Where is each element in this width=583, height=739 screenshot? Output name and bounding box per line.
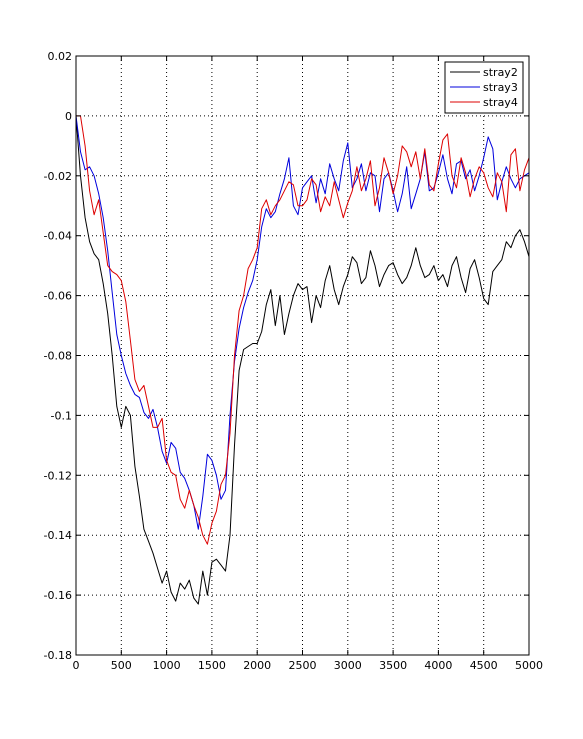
y-tick-label: 0 — [65, 110, 72, 123]
x-tick-labels: 0 500 1000 1500 2000 2500 3000 3500 4000 4500 5000 — [73, 659, 544, 672]
x-tick-label: 2500 — [289, 659, 317, 672]
y-tick-label: 0.02 — [48, 50, 73, 63]
x-tick-label: 0 — [73, 659, 80, 672]
x-tick-label: 5000 — [515, 659, 543, 672]
legend: stray2 stray3 stray4 — [444, 61, 524, 114]
axis-ticks — [75, 55, 530, 656]
x-tick-label: 3500 — [379, 659, 407, 672]
x-tick-label: 1500 — [198, 659, 226, 672]
y-tick-label: -0.12 — [44, 469, 72, 482]
x-tick-label: 500 — [111, 659, 132, 672]
y-tick-label: -0.08 — [44, 350, 72, 363]
x-tick-label: 3000 — [334, 659, 362, 672]
y-tick-label: -0.04 — [44, 230, 72, 243]
y-tick-label: -0.18 — [44, 649, 72, 662]
series-line-stray2 — [75, 115, 530, 605]
y-tick-label: -0.02 — [44, 170, 72, 183]
y-tick-labels: 0.02 0 -0.02 -0.04 -0.06 -0.08 -0.1 -0.12 -0.14 -… — [44, 50, 72, 662]
x-tick-label: 4000 — [424, 659, 452, 672]
y-tick-label: -0.1 — [51, 409, 72, 422]
x-tick-label: 2000 — [243, 659, 271, 672]
y-tick-label: -0.06 — [44, 290, 72, 303]
series-line-stray3 — [75, 115, 530, 530]
x-tick-label: 4500 — [470, 659, 498, 672]
legend-label-stray3: stray3 — [483, 81, 518, 94]
y-tick-label: -0.14 — [44, 529, 72, 542]
plot-background — [76, 56, 529, 655]
series-lines — [75, 115, 530, 605]
legend-label-stray4: stray4 — [483, 96, 518, 109]
legend-label-stray2: stray2 — [483, 66, 518, 79]
y-tick-label: -0.16 — [44, 589, 72, 602]
x-tick-label: 1000 — [153, 659, 181, 672]
series-line-stray4 — [76, 115, 530, 545]
